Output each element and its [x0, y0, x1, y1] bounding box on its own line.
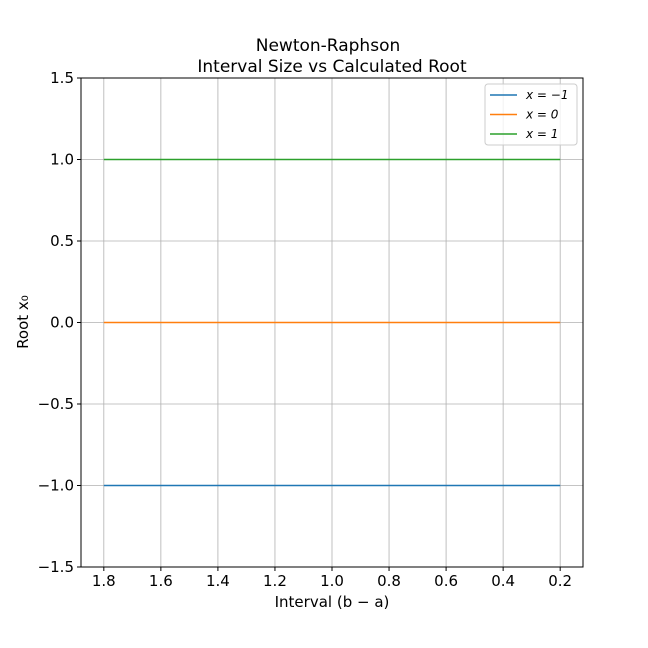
- x-tick-label: 1.0: [320, 572, 344, 590]
- x-tick-label: 1.6: [149, 572, 173, 590]
- y-tick-label: −1.5: [38, 558, 74, 576]
- y-tick-label: 0.0: [50, 314, 74, 332]
- series-lines: [103, 158, 561, 487]
- legend-label-2: x = 1: [525, 127, 558, 141]
- x-axis-label: Interval (b − a): [275, 593, 390, 611]
- x-tick-label: 0.4: [491, 572, 515, 590]
- x-tick-label: 1.4: [206, 572, 230, 590]
- legend-label-1: x = 0: [525, 108, 559, 122]
- x-axis-ticks: 1.8 1.6 1.4 1.2 1.0 0.8 0.6 0.4 0.2: [92, 567, 572, 590]
- x-tick-label: 1.8: [92, 572, 116, 590]
- legend: x = −1 x = 0 x = 1: [484, 83, 578, 146]
- y-tick-label: −1.0: [38, 477, 74, 495]
- legend-label-0: x = −1: [525, 88, 568, 102]
- x-tick-label: 0.2: [548, 572, 572, 590]
- y-tick-label: −0.5: [38, 395, 74, 413]
- y-tick-label: 0.5: [50, 232, 74, 250]
- chart-title: Newton-Raphson: [256, 36, 401, 56]
- y-axis-ticks: −1.5 −1.0 −0.5 0.0 0.5 1.0 1.5: [38, 69, 81, 576]
- legend-box: [484, 83, 578, 146]
- x-tick-label: 0.6: [434, 572, 458, 590]
- y-axis-label: Root x₀: [14, 295, 32, 349]
- x-tick-label: 1.2: [263, 572, 287, 590]
- y-tick-label: 1.5: [50, 69, 74, 87]
- chart-subtitle: Interval Size vs Calculated Root: [197, 57, 467, 77]
- y-tick-label: 1.0: [50, 151, 74, 169]
- x-tick-label: 0.8: [377, 572, 401, 590]
